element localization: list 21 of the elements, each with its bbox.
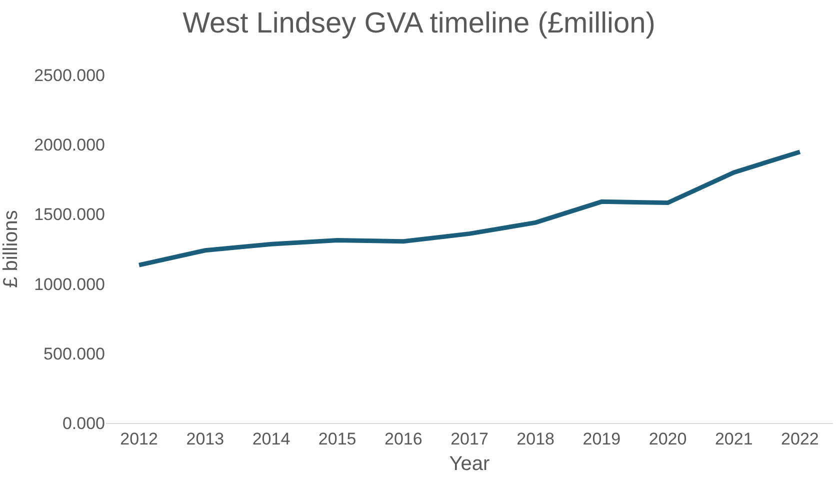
x-tick-label: 2013 <box>186 429 224 448</box>
x-tick-label: 2012 <box>120 429 158 448</box>
y-tick-label: 0.000 <box>62 414 105 433</box>
x-axis-title: Year <box>449 452 490 475</box>
x-tick-label: 2015 <box>318 429 356 448</box>
x-tick-label: 2022 <box>781 429 819 448</box>
x-tick-label: 2017 <box>450 429 488 448</box>
y-axis-title: £ billions <box>0 210 22 288</box>
y-tick-label: 2000.000 <box>34 136 105 155</box>
y-tick-label: 1000.000 <box>34 274 105 294</box>
x-tick-label: 2020 <box>648 429 687 448</box>
x-tick-label: 2019 <box>582 429 621 448</box>
x-tick-label: 2016 <box>384 429 422 448</box>
line-series <box>136 150 802 268</box>
y-tick-label: 500.000 <box>44 344 105 364</box>
y-tick-label: 1500.000 <box>34 205 105 224</box>
x-tick-label: 2014 <box>252 429 290 448</box>
x-tick-label: 2021 <box>714 429 753 448</box>
y-tick-label: 2500.000 <box>34 66 105 85</box>
x-tick-label: 2018 <box>516 429 555 448</box>
chart-title: West Lindsey GVA timeline (£million) <box>182 8 656 40</box>
